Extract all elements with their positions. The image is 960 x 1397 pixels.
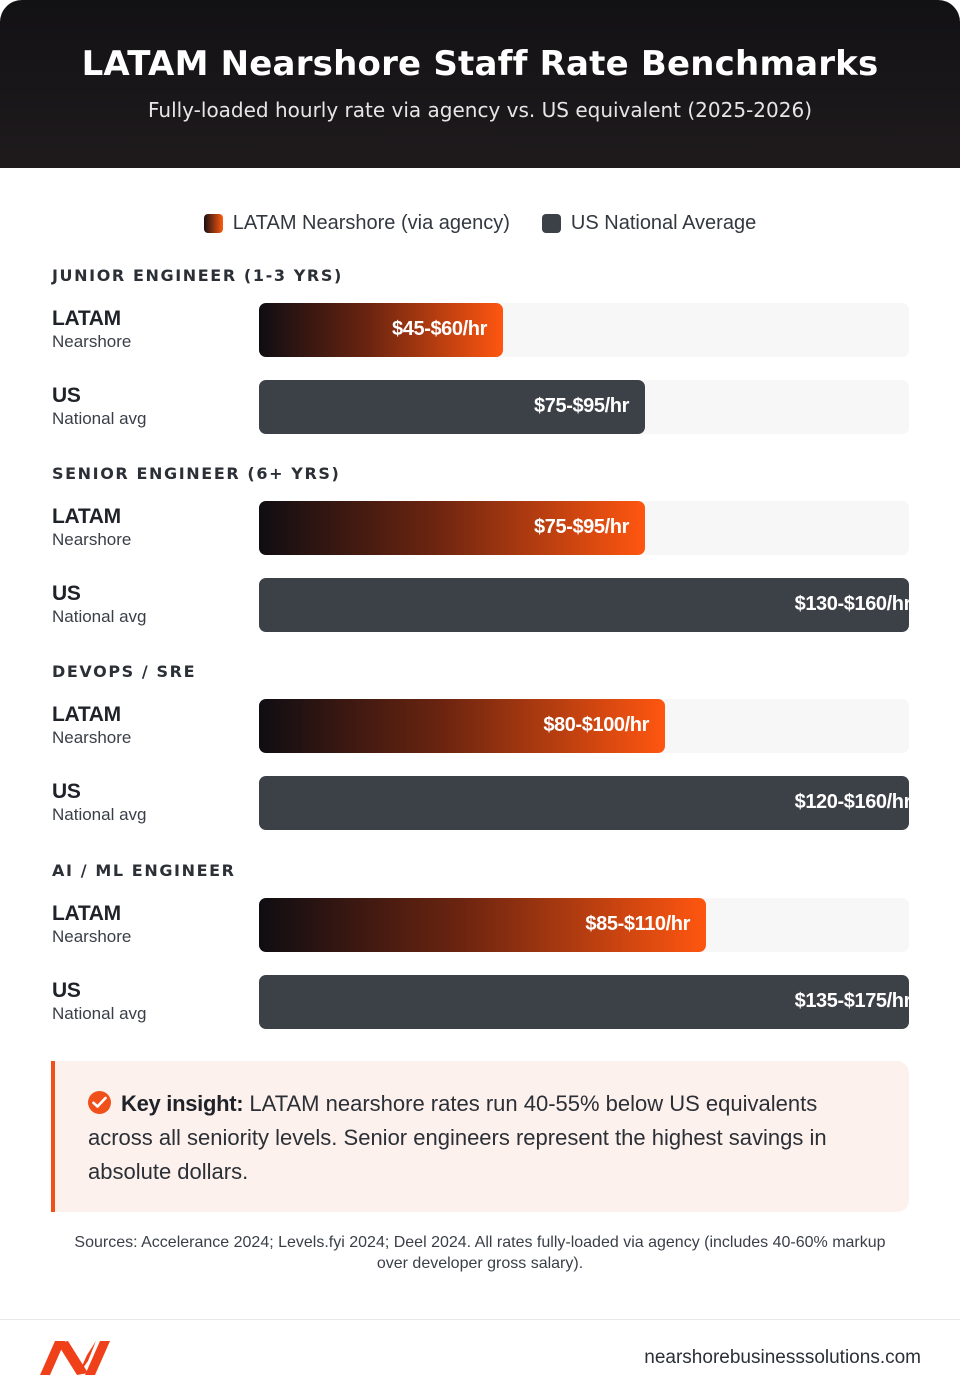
insight-text: LATAM nearshore rates run 40-55% below U…	[88, 1091, 827, 1184]
bar-value-label: $85-$110/hr	[585, 913, 690, 935]
row-label-us: US National avg	[52, 979, 147, 1024]
bar-latam: $85-$110/hr	[259, 898, 706, 952]
bar-latam: $45-$60/hr	[259, 303, 503, 357]
bar-value-label: $75-$95/hr	[534, 516, 629, 538]
bar-value-label: $120-$160/hr	[794, 791, 909, 813]
row-label-main: LATAM	[52, 703, 121, 726]
row-label-us: US National avg	[52, 780, 147, 825]
row-label-sub: National avg	[52, 409, 147, 428]
bar-us: $135-$175/hr	[259, 975, 909, 1029]
row-label-sub: Nearshore	[52, 728, 132, 747]
check-circle-icon	[88, 1091, 111, 1114]
key-insight-callout: Key insight: LATAM nearshore rates run 4…	[51, 1061, 909, 1212]
row-label-sub: Nearshore	[52, 927, 132, 946]
legend-swatch-latam	[203, 214, 223, 233]
row-label-sub: Nearshore	[52, 332, 132, 351]
row-label-main: LATAM	[52, 307, 121, 330]
legend-swatch-us	[541, 214, 561, 233]
category-label: AI / ML ENGINEER	[52, 861, 236, 880]
category-label: DEVOPS / SRE	[52, 662, 197, 681]
footer-divider	[0, 1319, 960, 1320]
bar-latam: $75-$95/hr	[259, 501, 645, 555]
legend: LATAM Nearshore (via agency) US National…	[0, 212, 960, 235]
brand-logo-icon	[38, 1337, 116, 1384]
row-label-sub: National avg	[52, 805, 147, 824]
row-label-us: US National avg	[52, 582, 147, 627]
category-label: JUNIOR ENGINEER (1-3 YRS)	[52, 266, 343, 285]
row-label-latam: LATAM Nearshore	[52, 307, 131, 352]
bar-us: $120-$160/hr	[259, 776, 909, 830]
row-label-latam: LATAM Nearshore	[52, 505, 131, 550]
row-label-latam: LATAM Nearshore	[52, 703, 131, 748]
row-label-main: LATAM	[52, 505, 121, 528]
legend-item-us: US National Average	[541, 212, 757, 235]
category-label: SENIOR ENGINEER (6+ YRS)	[52, 464, 341, 483]
legend-item-latam: LATAM Nearshore (via agency)	[203, 212, 510, 235]
bar-us: $130-$160/hr	[259, 578, 909, 632]
legend-label-us: US National Average	[570, 212, 757, 234]
footer-site-link[interactable]: nearshorebusinesssolutions.com	[644, 1347, 921, 1368]
row-label-main: US	[52, 780, 81, 803]
row-label-us: US National avg	[52, 384, 147, 429]
page-subtitle: Fully-loaded hourly rate via agency vs. …	[147, 98, 812, 122]
bar-value-label: $75-$95/hr	[534, 395, 629, 417]
bar-value-label: $135-$175/hr	[794, 990, 909, 1012]
row-label-sub: National avg	[52, 1004, 147, 1023]
row-label-sub: National avg	[52, 607, 147, 626]
page-title: LATAM Nearshore Staff Rate Benchmarks	[81, 44, 879, 84]
sources-note: Sources: Accelerance 2024; Levels.fyi 20…	[74, 1234, 886, 1272]
header: LATAM Nearshore Staff Rate Benchmarks Fu…	[0, 0, 960, 168]
row-label-main: US	[52, 582, 81, 605]
row-label-sub: Nearshore	[52, 530, 132, 549]
insight-lead: Key insight:	[121, 1091, 244, 1116]
bar-value-label: $80-$100/hr	[543, 714, 649, 736]
bar-us: $75-$95/hr	[259, 380, 645, 434]
row-label-main: LATAM	[52, 902, 121, 925]
bar-value-label: $130-$160/hr	[794, 593, 909, 615]
row-label-main: US	[52, 384, 81, 407]
row-label-main: US	[52, 979, 81, 1002]
row-label-latam: LATAM Nearshore	[52, 902, 131, 947]
legend-label-latam: LATAM Nearshore (via agency)	[232, 212, 510, 234]
bar-latam: $80-$100/hr	[259, 699, 665, 753]
bar-value-label: $45-$60/hr	[392, 318, 487, 340]
